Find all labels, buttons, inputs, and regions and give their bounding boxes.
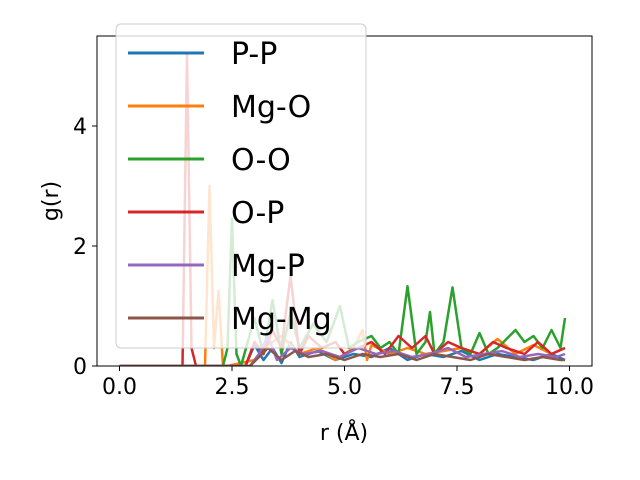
legend-box bbox=[115, 23, 367, 349]
x-tick-label: 0.0 bbox=[102, 375, 137, 400]
legend-label: O-P bbox=[231, 196, 284, 231]
y-tick-label: 0 bbox=[73, 355, 87, 380]
legend-label: Mg-P bbox=[231, 249, 305, 284]
series-line-p-p bbox=[119, 340, 566, 366]
y-axis-label: g(r) bbox=[39, 181, 64, 221]
x-tick-label: 10.0 bbox=[545, 375, 594, 400]
y-tick-label: 2 bbox=[73, 235, 87, 260]
legend-label: O-O bbox=[231, 143, 291, 178]
legend: P-P Mg-O O-O O-P Mg-P Mg-Mg bbox=[115, 23, 367, 349]
y-tick-label: 4 bbox=[73, 115, 87, 140]
legend-label: Mg-Mg bbox=[231, 302, 332, 337]
ticks-layer: 0.0 2.5 5.0 7.5 10.0 0 2 4 bbox=[73, 115, 594, 400]
series-line-mg-mg bbox=[119, 346, 565, 366]
x-tick-label: 5.0 bbox=[327, 375, 362, 400]
legend-label: P-P bbox=[231, 37, 277, 72]
x-tick-label: 2.5 bbox=[215, 375, 250, 400]
x-tick-label: 7.5 bbox=[440, 375, 475, 400]
x-axis-label: r (Å) bbox=[320, 419, 368, 446]
legend-label: Mg-O bbox=[231, 90, 311, 125]
